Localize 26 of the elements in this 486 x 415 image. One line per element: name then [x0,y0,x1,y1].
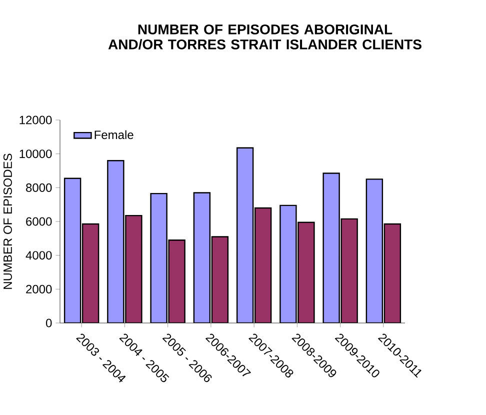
y-tick-label: 6000 [26,217,52,226]
bar [298,222,315,323]
y-axis-title: NUMBER OF EPISODES [3,154,12,289]
y-tick-label: 0 [46,318,52,328]
y-tick-label: 8000 [26,183,52,192]
bar [150,192,168,323]
legend-label: Female [94,130,134,140]
bar [64,178,82,323]
bar [384,223,402,323]
bar [125,214,142,323]
bar [193,192,211,323]
bar [280,204,297,323]
bar [82,223,100,323]
bar [254,207,272,323]
bar [236,147,254,323]
y-tick-label: 2000 [26,284,52,294]
bar [322,172,340,323]
y-tick-label: 10000 [20,150,52,158]
bar [211,236,229,323]
chart-title: NUMBER OF EPISODES ABORIGINAL AND/OR TORRES STRAIT ISLANDER CLIENTS [108,24,422,50]
y-tick-label: 4000 [26,251,52,260]
bar [366,178,384,323]
bar [168,240,186,323]
bar [340,218,358,323]
bar [107,160,124,323]
y-tick-label: 12000 [20,116,52,124]
